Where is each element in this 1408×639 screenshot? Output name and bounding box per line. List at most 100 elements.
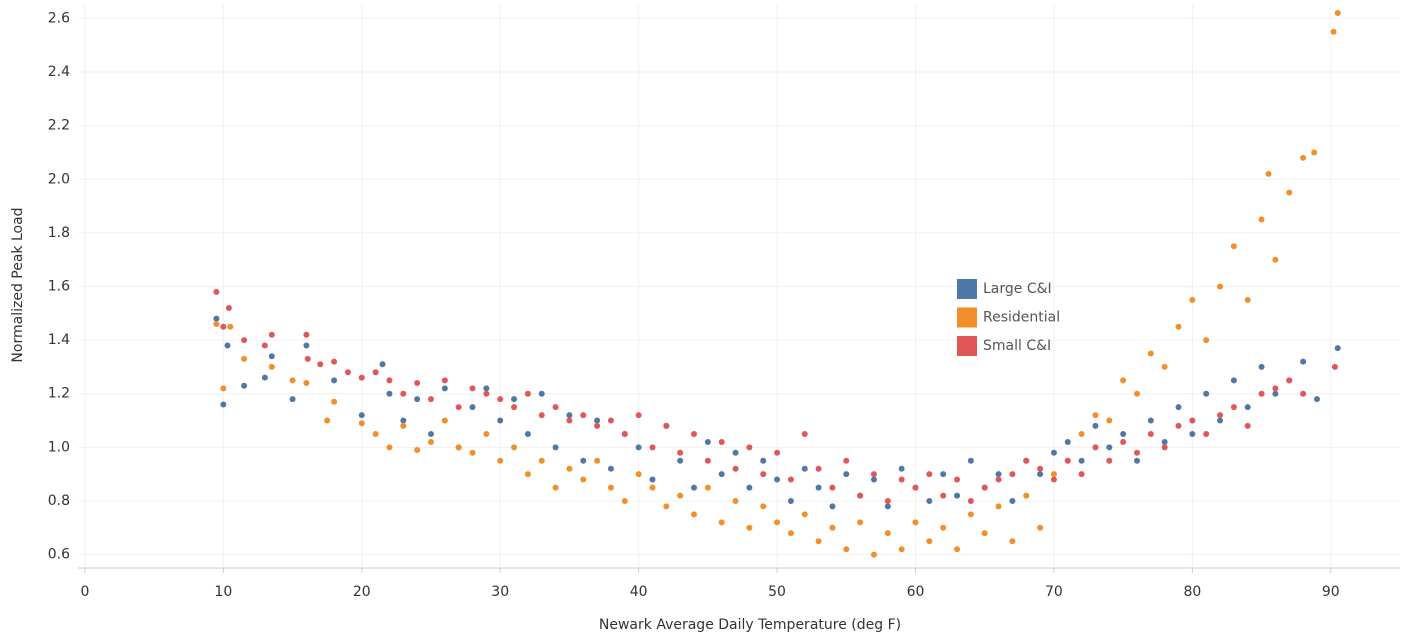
point <box>441 417 448 424</box>
point <box>954 546 961 553</box>
point <box>1147 417 1154 424</box>
point <box>967 457 974 464</box>
point <box>704 484 711 491</box>
point <box>607 484 614 491</box>
legend-label: Large C&I <box>983 281 1052 297</box>
y-tick-label: 2.6 <box>48 10 70 26</box>
point <box>1334 10 1341 17</box>
point <box>926 497 933 504</box>
point <box>261 374 268 381</box>
points <box>213 10 1341 558</box>
point <box>511 444 518 451</box>
point <box>732 449 739 456</box>
point <box>1078 430 1085 437</box>
point <box>1217 417 1224 424</box>
point <box>303 331 310 338</box>
point <box>704 457 711 464</box>
point <box>213 321 220 328</box>
point <box>1217 412 1224 419</box>
point <box>760 457 767 464</box>
point <box>1092 444 1099 451</box>
point <box>746 524 753 531</box>
point <box>1037 465 1044 472</box>
point <box>815 538 822 545</box>
point <box>400 422 407 429</box>
point <box>1106 457 1113 464</box>
point <box>261 342 268 349</box>
point <box>220 401 227 408</box>
y-tick-label: 0.8 <box>48 493 70 509</box>
point <box>220 385 227 392</box>
point <box>386 377 393 384</box>
point <box>1244 296 1251 303</box>
x-tick-label: 40 <box>630 584 648 600</box>
x-tick-label: 10 <box>214 584 232 600</box>
y-tick-label: 1.0 <box>48 439 70 455</box>
point <box>331 377 338 384</box>
point <box>774 519 781 526</box>
point <box>691 430 698 437</box>
point <box>1175 422 1182 429</box>
point <box>718 438 725 445</box>
point <box>303 342 310 349</box>
x-tick-label: 0 <box>80 584 89 600</box>
point <box>898 465 905 472</box>
point <box>760 471 767 478</box>
point <box>829 503 836 510</box>
point <box>1064 457 1071 464</box>
point <box>898 546 905 553</box>
point <box>441 377 448 384</box>
point <box>940 492 947 499</box>
point <box>1175 323 1182 330</box>
point <box>1258 363 1265 370</box>
point <box>940 471 947 478</box>
point <box>677 457 684 464</box>
point <box>704 438 711 445</box>
point <box>1037 471 1044 478</box>
point <box>607 465 614 472</box>
point <box>580 412 587 419</box>
point <box>1092 422 1099 429</box>
point <box>1050 449 1057 456</box>
point <box>469 449 476 456</box>
point <box>926 471 933 478</box>
legend-swatch <box>957 336 977 356</box>
point <box>954 492 961 499</box>
point <box>1330 28 1337 35</box>
point <box>967 497 974 504</box>
point <box>1078 457 1085 464</box>
point <box>663 422 670 429</box>
point <box>1078 471 1085 478</box>
point <box>718 519 725 526</box>
point <box>884 530 891 537</box>
point <box>213 288 220 295</box>
legend-swatch <box>957 307 977 328</box>
point <box>552 484 559 491</box>
point <box>566 417 573 424</box>
point <box>400 390 407 397</box>
point <box>774 476 781 483</box>
legend-label: Residential <box>983 310 1060 326</box>
x-tick-label: 90 <box>1322 584 1340 600</box>
point <box>455 444 462 451</box>
point <box>843 471 850 478</box>
point <box>1300 390 1307 397</box>
point <box>1133 457 1140 464</box>
point <box>649 484 656 491</box>
y-tick-label: 1.4 <box>48 332 70 348</box>
point <box>967 511 974 518</box>
point <box>1230 377 1237 384</box>
point <box>483 390 490 397</box>
point <box>870 476 877 483</box>
point <box>732 465 739 472</box>
point <box>1161 438 1168 445</box>
point <box>1120 430 1127 437</box>
point <box>268 353 275 360</box>
point <box>331 398 338 405</box>
point <box>1300 154 1307 161</box>
y-tick-label: 2.0 <box>48 171 70 187</box>
point <box>774 449 781 456</box>
point <box>621 430 628 437</box>
x-tick-label: 60 <box>907 584 925 600</box>
point <box>552 444 559 451</box>
